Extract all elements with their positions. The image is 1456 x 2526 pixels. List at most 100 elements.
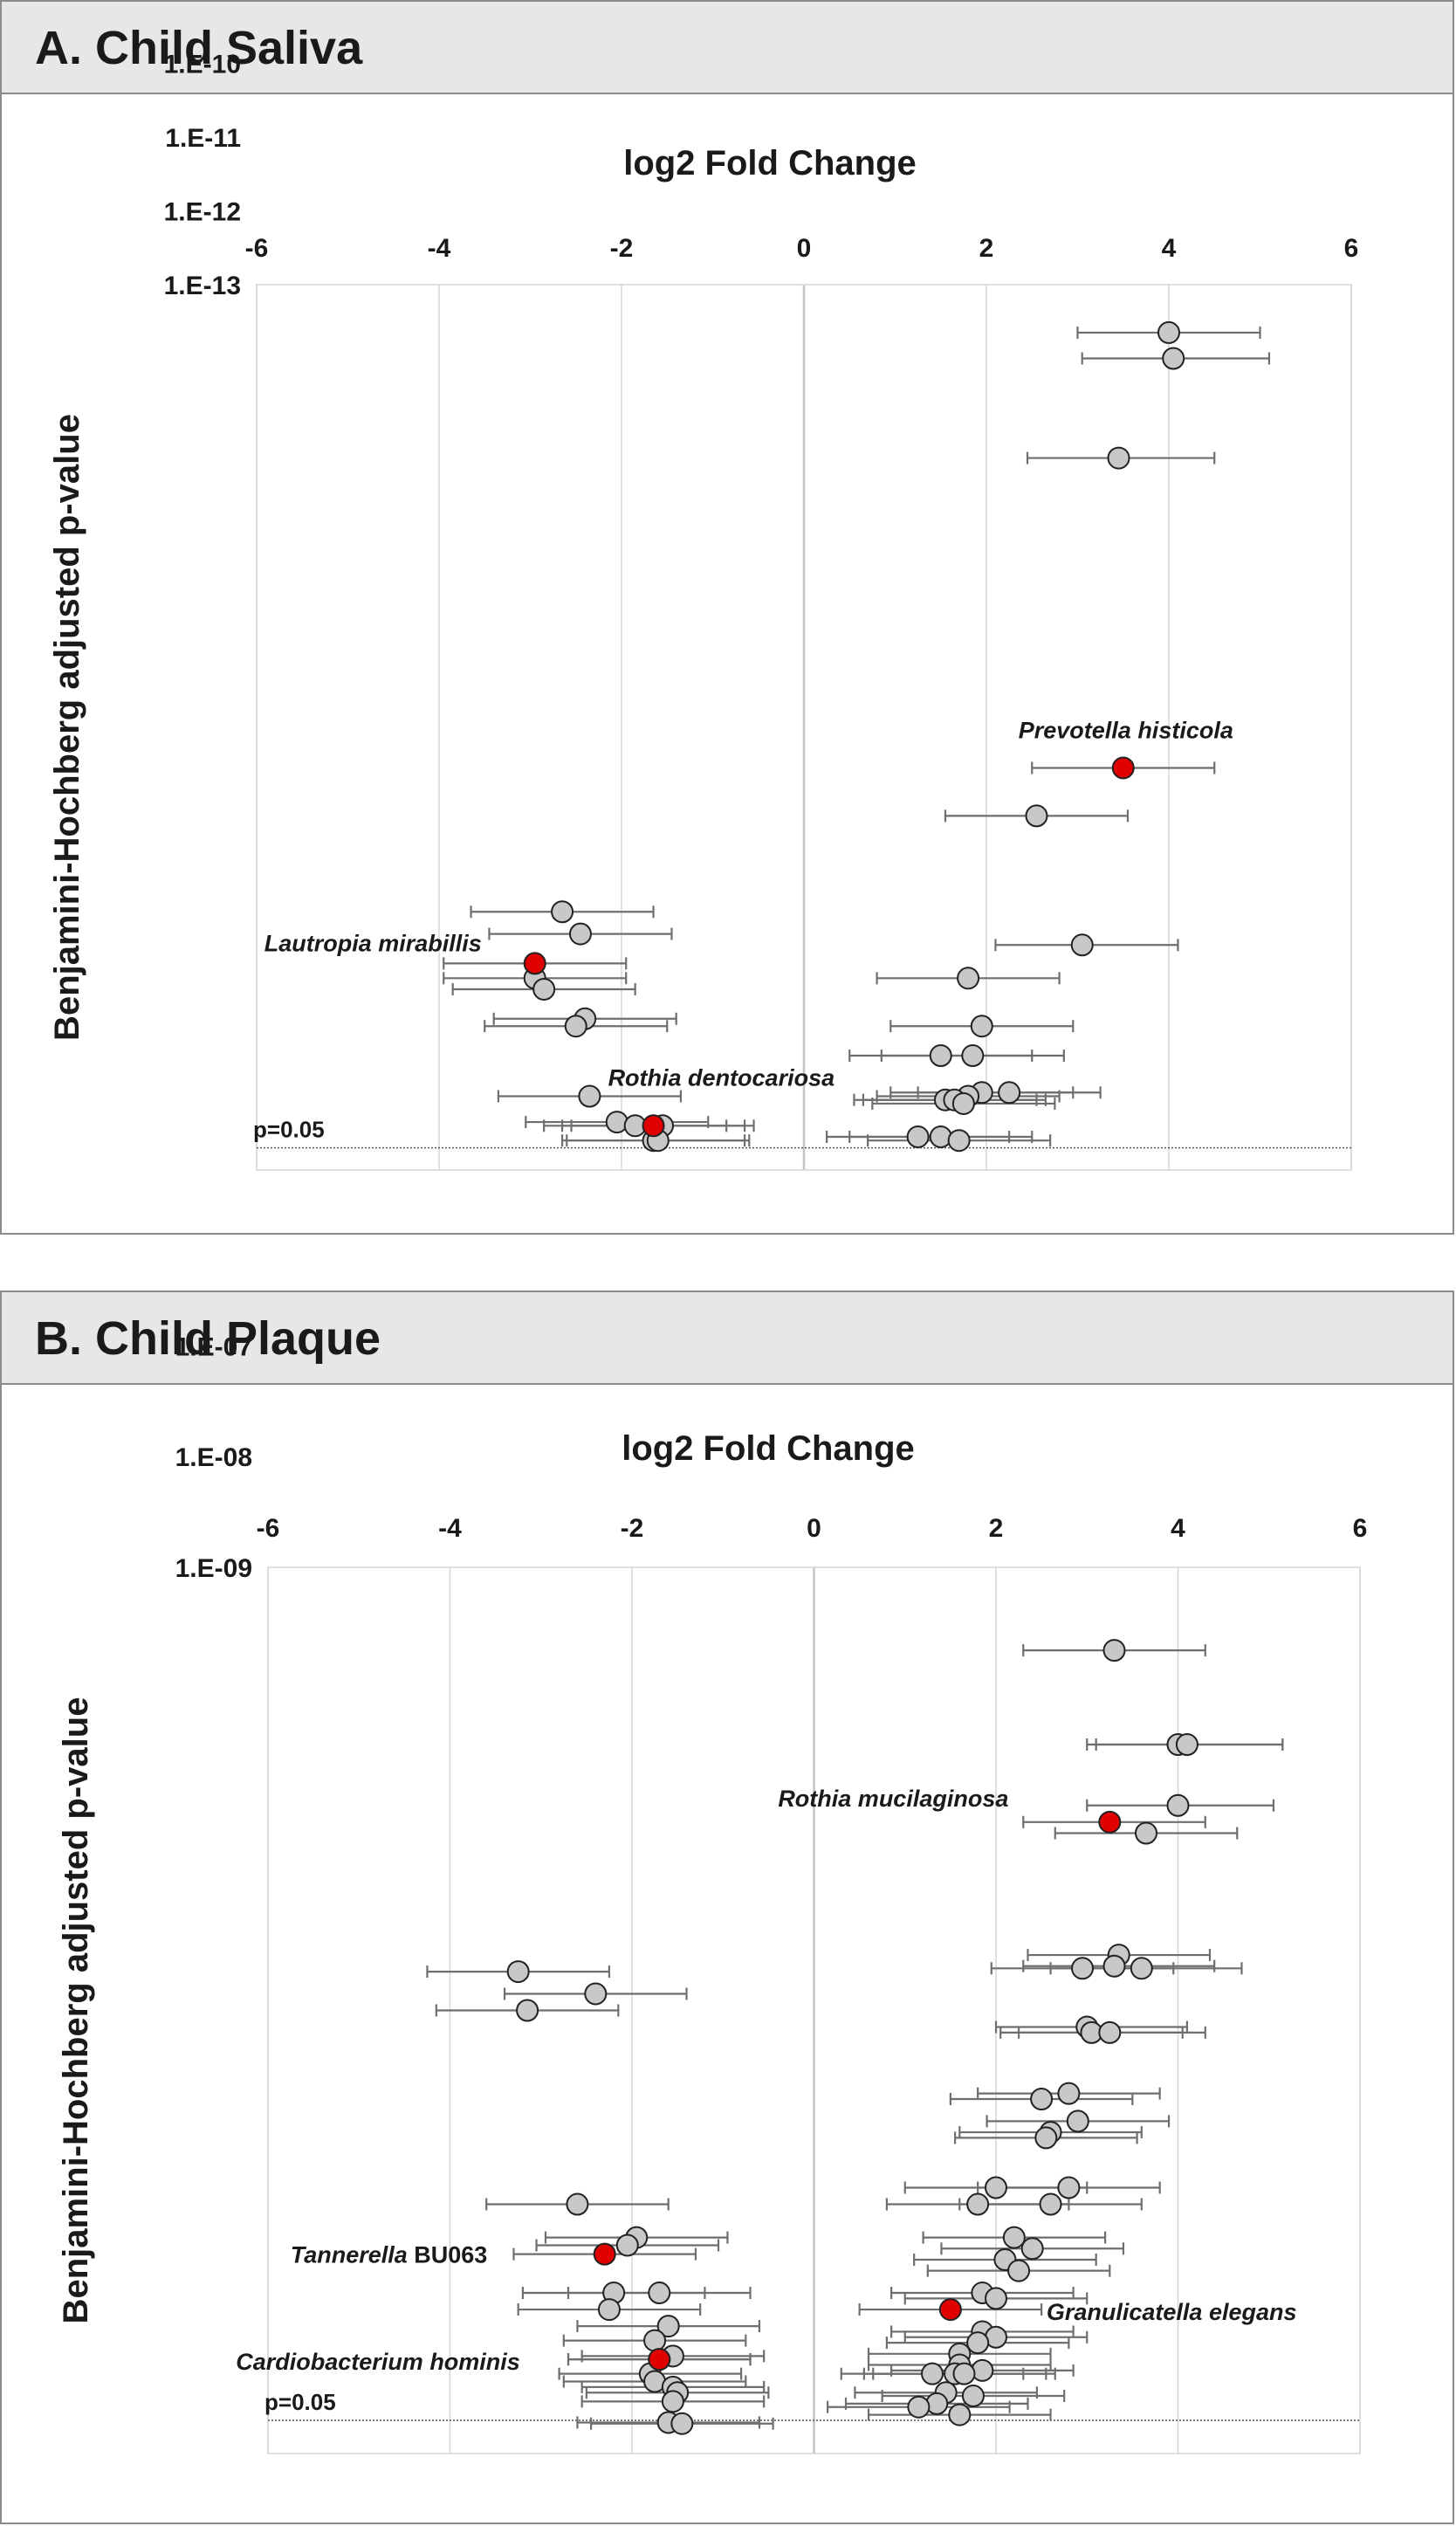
data-point [568,922,592,946]
x-tick-label: 6 [1344,234,1359,263]
data-point [952,2362,976,2385]
y-axis-title: Benjamini-Hochberg adjusted p-value [48,414,86,1041]
data-point [1039,2192,1062,2216]
highlight-point [1111,756,1135,780]
panel-header: A. Child Saliva [2,2,1453,94]
data-point [532,977,556,1001]
data-point [921,2362,944,2385]
y-tick-label: 1.E-08 [175,1443,252,1472]
data-point [1157,320,1180,344]
plot-area [256,284,1352,1171]
highlight-point [1098,1810,1122,1834]
data-point [951,1091,975,1115]
taxon-label: Prevotella histicola [1019,717,1233,743]
data-point [1030,2088,1054,2110]
data-point [1135,1821,1158,1845]
data-point [1025,804,1048,828]
panel-child-plaque: B. Child Plaque -6 -4 -2 0 2 4 6 1.E-09 1.E-08 1.… [0,1291,1454,2524]
data-point [1034,2126,1058,2150]
highlight-point [593,2242,616,2266]
highlight-point [938,2298,962,2322]
taxon-label: Granulicatella elegans [1047,2299,1297,2325]
highlight-point [648,2348,671,2371]
data-point [961,2385,985,2408]
data-point [970,1015,993,1038]
data-point [597,2298,621,2322]
data-point [1166,1793,1190,1817]
x-tick-label: -4 [428,234,451,263]
x-tick-label: 2 [979,234,994,263]
data-point [929,1044,952,1068]
data-point [1070,933,1094,957]
data-point [1162,347,1185,370]
data-point [1175,1733,1198,1756]
data-point [906,1125,930,1148]
x-axis-title: log2 Fold Change [622,1429,915,1468]
data-point [605,1111,628,1134]
data-point [998,1081,1021,1105]
y-tick-label: 1.E-13 [164,272,241,300]
x-tick-label: 4 [1162,234,1177,263]
data-point [966,2331,990,2355]
highlight-point [523,952,546,975]
data-point [1057,2082,1081,2105]
data-point [656,2315,680,2338]
data-point [615,2233,639,2257]
y-tick-label: 1.E-09 [164,2,241,5]
data-point [1002,2226,1026,2249]
x-tick-label: 6 [1353,1514,1368,1543]
x-tick-label: -2 [621,1514,644,1543]
data-point [566,2192,589,2216]
x-tick-label: -6 [245,234,269,263]
x-tick-label: 4 [1171,1514,1185,1543]
taxon-label: Cardiobacterium hominis [236,2349,520,2375]
data-point [907,2395,931,2419]
y-axis-title: Benjamini-Hochberg adjusted p-value [57,1697,95,2324]
data-point [661,2390,684,2413]
data-point [670,2412,694,2435]
data-point [643,2329,667,2352]
data-point [1098,2020,1122,2044]
panel-title: B. Child Plaque [35,1312,381,1365]
data-point [961,1044,985,1068]
data-point [985,2287,1007,2310]
data-point [957,967,980,990]
data-point [947,1129,971,1153]
data-point [1130,1957,1153,1980]
data-point [985,2176,1007,2199]
y-tick-label: 1.E-09 [175,1554,252,1583]
panel-title: A. Child Saliva [35,22,363,74]
data-point [564,1015,587,1038]
data-point [1007,2259,1031,2282]
data-point [1066,2110,1089,2133]
y-tick-label: 1.E-11 [165,124,241,153]
y-tick-label: 1.E-07 [175,1332,252,1361]
y-tick-label: 1.E-12 [164,198,241,227]
data-point [1102,1954,1126,1978]
data-point [925,2392,949,2415]
data-point [578,1084,601,1108]
x-tick-label: -2 [610,234,634,263]
plaque-volcano-chart: -6-4-202461.E-091.E-081.E-071.E-061.E-05… [57,1332,1368,2454]
taxon-label: Rothia mucilaginosa [778,1786,1008,1812]
threshold-label: p=0.05 [253,1117,325,1143]
taxon-label: Tannerella BU063 [291,2242,488,2268]
taxon-label: Rothia dentocariosa [608,1064,835,1091]
data-point [948,2403,972,2426]
plot-area [267,1566,1361,2454]
data-point [971,2358,994,2382]
data-point [929,1125,952,1148]
x-axis-title: log2 Fold Change [623,144,917,182]
x-tick-label: 0 [807,1514,821,1543]
data-point [648,2282,671,2305]
data-point [584,1982,608,2006]
data-point [966,2192,990,2216]
saliva-volcano-chart: -6 -4 -2 0 2 4 6 1.E-13 1.E-12 1.E-11 1.E-10 1.E-09… [48,2,1359,1171]
data-point [1102,1639,1126,1662]
threshold-label: p=0.05 [264,2389,336,2415]
data-point [551,900,574,924]
panel-child-saliva: A. Child Saliva -6 -4 -2 0 2 4 6 1.E-13 1.E-12 1.… [0,0,1454,1235]
data-point [1107,446,1130,470]
taxon-label: Lautropia mirabillis [264,930,482,956]
data-point [1071,1957,1095,1980]
